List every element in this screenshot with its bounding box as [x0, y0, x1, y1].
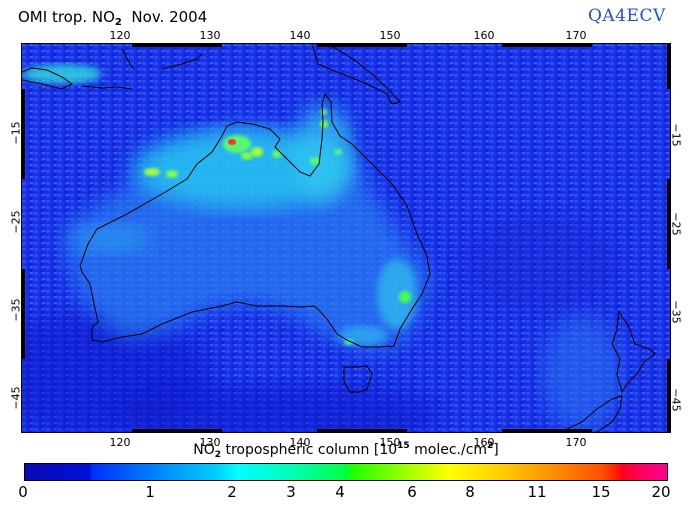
lon-tick-bottom-170: 170 [565, 436, 587, 449]
lat-tick-right-35: −35 [669, 300, 683, 324]
chart-title: OMI trop. NO2 Nov. 2004 [18, 8, 207, 28]
title-text: OMI trop. NO [18, 8, 115, 26]
axis-bar [132, 429, 222, 432]
cb-tick-4: 4 [335, 483, 345, 501]
cb-label-part: NO [193, 442, 215, 458]
axis-bar [317, 44, 407, 47]
lon-tick-bottom-150: 150 [379, 436, 401, 449]
cb-tick-6: 6 [407, 483, 417, 501]
cb-label-sup: 2 [487, 441, 494, 451]
lon-tick-bottom-120: 120 [109, 436, 131, 449]
cb-tick-0: 0 [18, 483, 28, 501]
brand-label: QA4ECV [588, 6, 666, 26]
lat-tick-right-25: −25 [669, 212, 683, 236]
axis-bar [317, 429, 407, 432]
cb-tick-20: 20 [651, 483, 671, 501]
colorbar [24, 463, 668, 481]
lon-tick-top-120: 120 [109, 29, 131, 42]
lon-tick-top-160: 160 [473, 29, 495, 42]
no2-map [21, 43, 671, 433]
lon-tick-top-130: 130 [199, 29, 221, 42]
cb-tick-1: 1 [145, 483, 155, 501]
title-subscript: 2 [114, 17, 122, 28]
axis-bar [502, 44, 592, 47]
axis-bar [132, 44, 222, 47]
axis-bar [22, 89, 25, 179]
lon-tick-bottom-160: 160 [473, 436, 495, 449]
cb-label-part: molec./cm [409, 442, 488, 458]
lon-tick-bottom-140: 140 [289, 436, 311, 449]
axis-bar [22, 269, 25, 359]
lat-tick-right-45: −45 [669, 388, 683, 412]
cb-tick-2: 2 [227, 483, 237, 501]
cb-tick-3: 3 [286, 483, 296, 501]
title-date: Nov. 2004 [121, 8, 208, 26]
lon-tick-top-170: 170 [565, 29, 587, 42]
axis-bar [667, 44, 670, 89]
lon-tick-bottom-130: 130 [199, 436, 221, 449]
colorbar-label: NO2 tropospheric column [1015 molec./cm2… [0, 441, 692, 460]
lon-tick-top-140: 140 [289, 29, 311, 42]
cb-label-sub: 2 [214, 450, 221, 460]
cb-tick-15: 15 [591, 483, 611, 501]
cb-label-sup: 15 [397, 441, 410, 451]
lon-tick-top-150: 150 [379, 29, 401, 42]
axis-bar [667, 359, 670, 432]
cb-tick-11: 11 [527, 483, 547, 501]
axis-bar [667, 179, 670, 269]
cb-label-part: tropospheric column [10 [221, 442, 398, 458]
axis-bar [502, 429, 592, 432]
coastlines [22, 44, 656, 432]
cb-tick-8: 8 [465, 483, 475, 501]
cb-label-part: ] [493, 442, 499, 458]
lat-tick-right-15: −15 [669, 123, 683, 147]
